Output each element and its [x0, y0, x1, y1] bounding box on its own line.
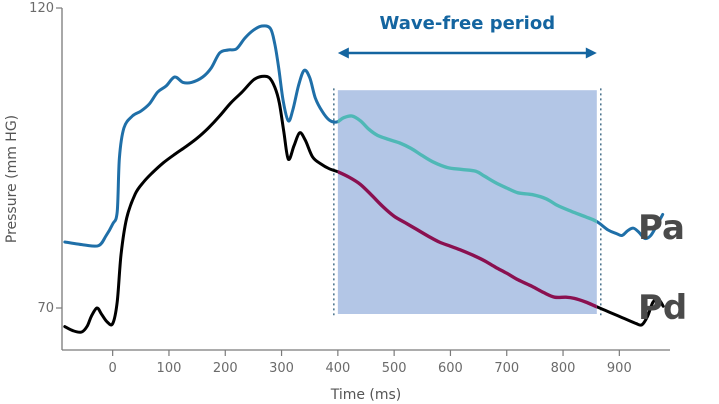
series-layer — [63, 24, 665, 334]
pa-series — [63, 24, 665, 248]
wave-free-arrow-right-head — [585, 47, 597, 59]
pd-series — [63, 74, 665, 334]
x-tick-label: 900 — [607, 361, 632, 376]
x-tick-label: 600 — [438, 361, 463, 376]
x-tick-label: 800 — [551, 361, 576, 376]
x-tick-label: 200 — [213, 361, 238, 376]
pd-series-label: Pd — [638, 288, 687, 328]
x-ticks: 0 100 200 300 400 500 600 700 800 900 — [109, 350, 632, 376]
x-tick-label: 300 — [269, 361, 294, 376]
pd-line-wave-free — [337, 169, 597, 309]
x-tick-label: 0 — [109, 361, 117, 376]
y-ticks: 70 120 — [29, 1, 62, 316]
x-tick-label: 100 — [157, 361, 182, 376]
wave-free-period-label: Wave-free period — [380, 13, 556, 34]
y-tick-label: 70 — [37, 301, 54, 316]
pa-line-wave-free — [337, 114, 597, 224]
wave-free-arrow-left-head — [337, 47, 349, 59]
y-axis-title: Pressure (mm HG) — [4, 115, 20, 243]
y-tick-label: 120 — [29, 1, 54, 16]
x-tick-label: 700 — [494, 361, 519, 376]
x-tick-label: 400 — [325, 361, 350, 376]
pa-series-label: Pa — [638, 208, 685, 248]
x-axis-title: Time (ms) — [330, 387, 402, 403]
x-tick-label: 500 — [382, 361, 407, 376]
